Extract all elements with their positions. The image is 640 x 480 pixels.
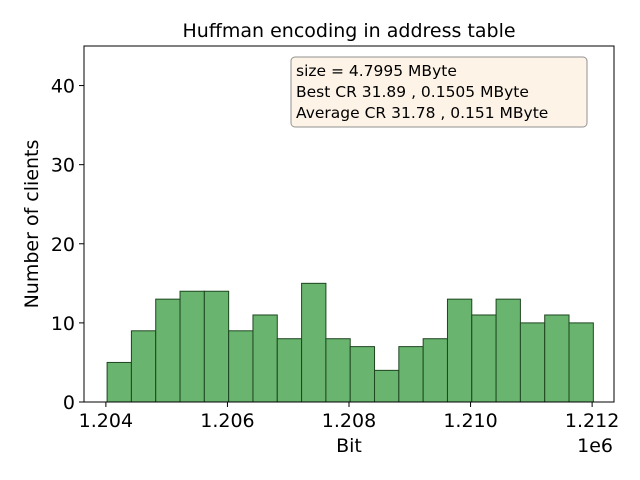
x-tick-label: 1.204 xyxy=(79,410,133,432)
histogram-bar xyxy=(228,330,254,403)
histogram-bar xyxy=(155,298,181,403)
histogram-bar xyxy=(544,314,570,403)
x-tick-label: 1.210 xyxy=(443,410,497,432)
histogram-bar xyxy=(301,282,327,403)
histogram-bar xyxy=(422,338,448,403)
y-tick-label: 30 xyxy=(51,155,75,177)
x-tick-label: 1.212 xyxy=(565,410,619,432)
y-axis-ticks: 0 10 20 30 40 xyxy=(51,76,84,414)
histogram-bar xyxy=(179,290,205,403)
annotation-background xyxy=(290,56,588,128)
x-tick-label: 1.208 xyxy=(322,410,376,432)
annotation-line-average-cr: Average CR 31.78 , 0.151 MByte xyxy=(296,104,548,122)
histogram-bar xyxy=(203,290,230,403)
y-tick-label: 10 xyxy=(51,313,75,335)
histogram-bar xyxy=(398,346,424,403)
bars-group xyxy=(106,282,594,403)
histogram-bar xyxy=(471,314,497,403)
histogram-bar xyxy=(349,346,376,403)
histogram-bar xyxy=(252,314,278,403)
histogram-bar xyxy=(495,298,521,403)
histogram-bar xyxy=(446,298,473,403)
histogram-bar xyxy=(130,330,157,403)
plot-frame xyxy=(83,45,615,403)
chart-title: Huffman encoding in address table xyxy=(182,20,515,42)
histogram-bar xyxy=(106,361,132,403)
histogram-bar xyxy=(568,322,594,403)
annotation-line-size: size = 4.7995 MByte xyxy=(296,62,457,80)
y-tick-label: 0 xyxy=(63,392,75,414)
histogram-bar xyxy=(519,322,546,403)
y-axis-label: Number of clients xyxy=(21,140,43,309)
annotation-line-best-cr: Best CR 31.89 , 0.1505 MByte xyxy=(296,83,529,101)
x-axis-label: Bit xyxy=(336,435,362,457)
x-axis-ticks: 1.204 1.206 1.208 1.210 1.212 xyxy=(79,402,619,432)
x-tick-label: 1.206 xyxy=(200,410,254,432)
histogram-bar xyxy=(325,338,351,403)
histogram-bar xyxy=(276,338,303,403)
annotation-box: size = 4.7995 MByte Best CR 31.89 , 0.15… xyxy=(290,56,588,128)
y-tick-label: 20 xyxy=(51,234,75,256)
y-tick-label: 40 xyxy=(51,76,75,98)
histogram-bar xyxy=(374,369,400,403)
x-axis-offset-label: 1e6 xyxy=(577,435,613,457)
